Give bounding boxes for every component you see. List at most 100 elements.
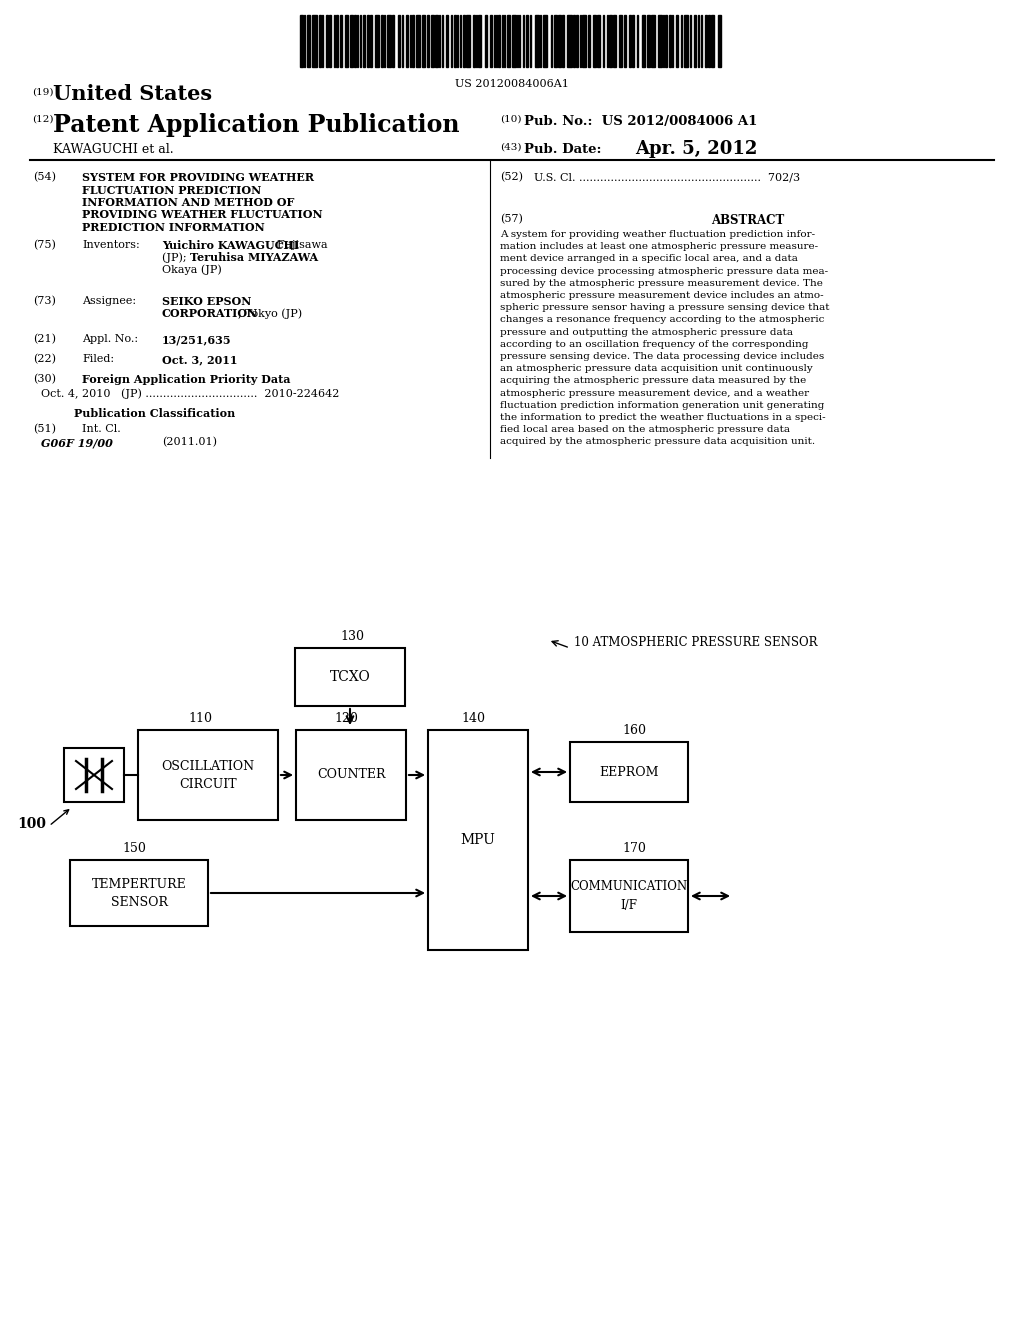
Bar (435, 15, 438, 67)
Text: TEMPERTURE
SENSOR: TEMPERTURE SENSOR (91, 878, 186, 908)
Text: SYSTEM FOR PROVIDING WEATHER: SYSTEM FOR PROVIDING WEATHER (82, 172, 314, 183)
Text: according to an oscillation frequency of the corresponding: according to an oscillation frequency of… (500, 339, 809, 348)
Text: Pub. Date:: Pub. Date: (524, 143, 601, 156)
Bar (329, 15, 331, 67)
Text: pressure and outputting the atmospheric pressure data: pressure and outputting the atmospheric … (500, 327, 793, 337)
Text: (57): (57) (500, 214, 523, 224)
Bar (370, 15, 372, 67)
Bar (573, 15, 575, 67)
Bar (295, 648, 406, 706)
Text: CORPORATION: CORPORATION (162, 308, 258, 319)
Bar (512, 15, 516, 67)
Bar (463, 15, 465, 67)
Bar (498, 15, 500, 67)
Text: (54): (54) (33, 172, 56, 182)
Text: United States: United States (53, 84, 212, 104)
Text: ment device arranged in a specific local area, and a data: ment device arranged in a specific local… (500, 255, 798, 264)
Bar (398, 15, 400, 67)
Text: A system for providing weather fluctuation prediction infor-: A system for providing weather fluctuati… (500, 230, 815, 239)
Bar (676, 15, 678, 67)
Bar (651, 15, 655, 67)
Bar (375, 15, 379, 67)
Text: Teruhisa MIYAZAWA: Teruhisa MIYAZAWA (190, 252, 318, 263)
Bar (422, 15, 425, 67)
Text: Int. Cl.: Int. Cl. (82, 424, 121, 434)
Text: 140: 140 (461, 711, 485, 725)
Text: 170: 170 (622, 842, 646, 855)
Bar (507, 15, 510, 67)
Text: acquiring the atmospheric pressure data measured by the: acquiring the atmospheric pressure data … (500, 376, 806, 385)
Bar (632, 15, 634, 67)
Bar (575, 15, 578, 67)
Bar (618, 15, 622, 67)
Bar (570, 861, 688, 932)
Text: Filed:: Filed: (82, 354, 114, 364)
Bar (336, 15, 338, 67)
Bar (307, 15, 310, 67)
Bar (416, 15, 420, 67)
Bar (345, 15, 348, 67)
Bar (490, 15, 492, 67)
Bar (454, 15, 456, 67)
Text: Oct. 3, 2011: Oct. 3, 2011 (162, 354, 238, 366)
Text: US 20120084006A1: US 20120084006A1 (455, 79, 569, 88)
Text: pressure sensing device. The data processing device includes: pressure sensing device. The data proces… (500, 352, 824, 360)
Text: PROVIDING WEATHER FLUCTUATION: PROVIDING WEATHER FLUCTUATION (82, 210, 323, 220)
Text: the information to predict the weather fluctuations in a speci-: the information to predict the weather f… (500, 413, 825, 422)
Bar (597, 15, 600, 67)
Text: COUNTER: COUNTER (316, 768, 385, 781)
Text: mation includes at least one atmospheric pressure measure-: mation includes at least one atmospheric… (500, 242, 818, 251)
Bar (684, 15, 688, 67)
Text: OSCILLATION
CIRCUIT: OSCILLATION CIRCUIT (162, 759, 255, 791)
Text: Foreign Application Priority Data: Foreign Application Priority Data (82, 374, 291, 385)
Text: Assignee:: Assignee: (82, 296, 136, 306)
Bar (694, 15, 696, 67)
Text: COMMUNICATION
I/F: COMMUNICATION I/F (570, 880, 687, 912)
Bar (543, 15, 547, 67)
Bar (427, 15, 429, 67)
Bar (138, 730, 278, 820)
Text: sured by the atmospheric pressure measurement device. The: sured by the atmospheric pressure measur… (500, 279, 823, 288)
Bar (362, 15, 365, 67)
Bar (705, 15, 707, 67)
Bar (485, 15, 487, 67)
Text: KAWAGUCHI et al.: KAWAGUCHI et al. (53, 143, 174, 156)
Bar (312, 15, 317, 67)
Bar (665, 15, 667, 67)
Text: PREDICTION INFORMATION: PREDICTION INFORMATION (82, 222, 265, 234)
Bar (570, 742, 688, 803)
Bar (466, 15, 470, 67)
Bar (319, 15, 321, 67)
Text: spheric pressure sensor having a pressure sensing device that: spheric pressure sensor having a pressur… (500, 304, 829, 313)
Text: fied local area based on the atmospheric pressure data: fied local area based on the atmospheric… (500, 425, 790, 434)
Bar (350, 15, 353, 67)
Text: 120: 120 (334, 711, 358, 725)
Text: Yuichiro KAWAGUCHI: Yuichiro KAWAGUCHI (162, 240, 299, 251)
Bar (609, 15, 612, 67)
Text: an atmospheric pressure data acquisition unit continuously: an atmospheric pressure data acquisition… (500, 364, 813, 374)
Text: (75): (75) (33, 240, 56, 251)
Bar (588, 15, 590, 67)
Bar (593, 15, 596, 67)
Text: (30): (30) (33, 374, 56, 384)
Bar (406, 15, 408, 67)
Text: (21): (21) (33, 334, 56, 345)
Text: atmospheric pressure measurement device includes an atmo-: atmospheric pressure measurement device … (500, 290, 823, 300)
Text: Oct. 4, 2010   (JP) ................................  2010-224642: Oct. 4, 2010 (JP) ......................… (41, 388, 339, 399)
Bar (300, 15, 303, 67)
Bar (535, 15, 539, 67)
Text: SEIKO EPSON: SEIKO EPSON (162, 296, 251, 308)
Bar (412, 15, 414, 67)
Bar (296, 730, 406, 820)
Text: U.S. Cl. ....................................................  702/3: U.S. Cl. ...............................… (534, 172, 800, 182)
Text: changes a resonance frequency according to the atmospheric: changes a resonance frequency according … (500, 315, 824, 325)
Bar (478, 15, 481, 67)
Bar (658, 15, 662, 67)
Bar (340, 15, 342, 67)
Text: 130: 130 (340, 630, 364, 643)
Text: (12): (12) (32, 115, 53, 124)
Bar (526, 15, 528, 67)
Bar (428, 730, 528, 950)
Text: 13/251,635: 13/251,635 (162, 334, 231, 345)
Text: Inventors:: Inventors: (82, 240, 139, 249)
